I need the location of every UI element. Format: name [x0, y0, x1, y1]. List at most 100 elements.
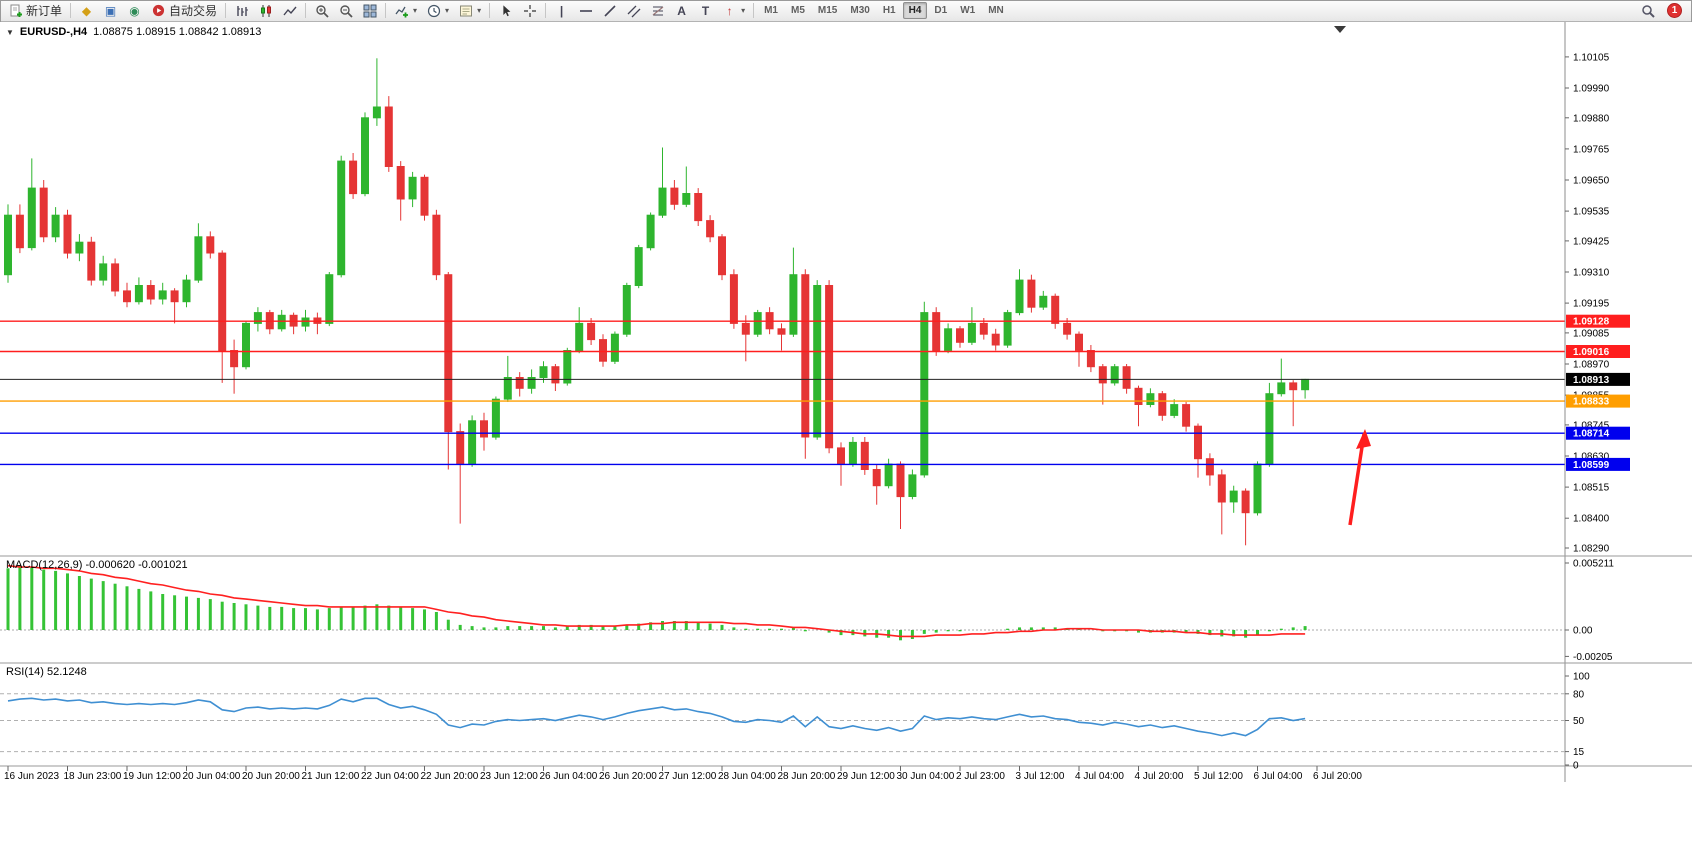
price-level-tag-text: 1.08913: [1573, 375, 1610, 386]
periods-button[interactable]: ▾: [422, 1, 453, 20]
candle-body: [801, 274, 810, 438]
candle-body: [694, 193, 703, 222]
candle-body: [884, 463, 893, 487]
candle-body: [575, 322, 584, 351]
autotrading-label: 自动交易: [169, 4, 218, 18]
timeframe-button-W1[interactable]: W1: [954, 2, 981, 19]
price-level-tag-text: 1.09016: [1573, 347, 1610, 358]
candle-body: [301, 317, 310, 327]
candle-body: [932, 312, 941, 352]
price-level-tag-text: 1.09128: [1573, 317, 1610, 328]
time-axis-label: 21 Jun 12:00: [302, 771, 360, 782]
candle-body: [956, 328, 964, 343]
candle-body: [230, 350, 239, 368]
toolbar-separator: [385, 3, 387, 18]
price-tick-label: 1.08290: [1573, 544, 1610, 555]
crosshair-button[interactable]: [518, 1, 541, 20]
timeframe-button-H1[interactable]: H1: [877, 2, 902, 19]
trendline-icon: [602, 3, 617, 18]
candle-body: [480, 420, 488, 438]
toolbar-separator: [305, 3, 307, 18]
annotation-arrow-head: [1356, 429, 1371, 449]
templates-button[interactable]: ▾: [454, 1, 485, 20]
candle-body: [551, 366, 560, 384]
candle-body: [1051, 295, 1060, 324]
arrows-button[interactable]: ↑ ▾: [718, 1, 749, 20]
candle-body: [27, 187, 36, 249]
price-tick-label: 1.08970: [1573, 360, 1610, 371]
text-label-button[interactable]: T: [694, 1, 717, 20]
candle-body: [908, 474, 917, 497]
autotrading-button[interactable]: 自动交易: [147, 1, 221, 20]
search-icon: [1640, 3, 1655, 18]
vertical-line-button[interactable]: |: [550, 1, 573, 20]
time-axis-label: 26 Jun 04:00: [540, 771, 598, 782]
time-axis-label: 26 Jun 20:00: [599, 771, 657, 782]
rsi-scale-label: 50: [1573, 716, 1585, 727]
candlestick-chart-button[interactable]: [254, 1, 277, 20]
navigator-button[interactable]: ◉: [123, 1, 146, 20]
new-order-button[interactable]: 新订单: [4, 1, 66, 20]
price-tick-label: 1.08630: [1573, 452, 1610, 463]
candle-body: [706, 220, 715, 238]
time-axis-label: 4 Jul 20:00: [1135, 771, 1184, 782]
cursor-button[interactable]: [494, 1, 517, 20]
macd-scale-label: 0.005211: [1573, 559, 1614, 570]
search-button[interactable]: [1636, 1, 1659, 20]
channel-button[interactable]: [622, 1, 645, 20]
price-tick-label: 1.09880: [1573, 113, 1610, 124]
price-level-tag-text: 1.08599: [1573, 460, 1610, 471]
candle-body: [789, 274, 798, 335]
candle-body: [325, 274, 334, 324]
price-level-tag: [1566, 426, 1630, 440]
data-window-button[interactable]: ▣: [99, 1, 122, 20]
chart-shift-marker[interactable]: [1334, 26, 1346, 33]
rsi-scale-label: 0: [1573, 761, 1579, 772]
time-axis-label: 28 Jun 04:00: [718, 771, 776, 782]
toolbar-separator: [225, 3, 227, 18]
candle-body: [123, 290, 131, 303]
rsi-scale-label: 80: [1573, 689, 1585, 700]
toolbar-separator: [489, 3, 491, 18]
candle-body: [1229, 490, 1238, 503]
channel-icon: [626, 3, 641, 18]
candle-body: [51, 214, 60, 238]
timeframe-button-M30[interactable]: M30: [844, 2, 875, 19]
timeframe-button-H4[interactable]: H4: [902, 2, 928, 19]
crosshair-icon: [522, 3, 537, 18]
timeframe-button-M5[interactable]: M5: [785, 2, 811, 19]
template-icon: [458, 3, 473, 18]
notification-badge[interactable]: 1: [1667, 3, 1682, 18]
chart-canvas[interactable]: 1.10105 1.09990 1.09880 1.09765 1.09650 1.095…: [0, 22, 1692, 847]
line-chart-button[interactable]: [278, 1, 301, 20]
timeframe-button-M1[interactable]: M1: [758, 2, 784, 19]
candle-body: [1039, 295, 1048, 308]
zoom-out-button[interactable]: [334, 1, 357, 20]
indicators-button[interactable]: ▾: [390, 1, 421, 20]
text-button[interactable]: A: [670, 1, 693, 20]
new-order-icon: [8, 3, 23, 18]
tile-windows-button[interactable]: [358, 1, 381, 20]
fibonacci-button[interactable]: [646, 1, 669, 20]
horizontal-line-button[interactable]: [574, 1, 597, 20]
time-axis-label: 16 Jun 2023: [4, 771, 59, 782]
time-axis-label: 27 Jun 12:00: [659, 771, 717, 782]
zoom-in-button[interactable]: [310, 1, 333, 20]
candle-body: [158, 290, 167, 300]
bar-chart-button[interactable]: [230, 1, 253, 20]
text-label-icon: T: [701, 3, 710, 18]
price-tick-label: 1.08400: [1573, 514, 1610, 525]
annotation-arrow[interactable]: [1348, 429, 1371, 526]
candle-body: [991, 333, 1000, 346]
candle-body: [408, 176, 417, 200]
market-watch-button[interactable]: ◆: [75, 1, 98, 20]
rsi-scale-label: 15: [1573, 747, 1585, 758]
time-axis-label: 30 Jun 04:00: [897, 771, 955, 782]
trendline-button[interactable]: [598, 1, 621, 20]
timeframe-button-MN[interactable]: MN: [982, 2, 1010, 19]
timeframe-button-D1[interactable]: D1: [928, 2, 953, 19]
candle-body: [1205, 458, 1214, 476]
timeframe-button-M15[interactable]: M15: [812, 2, 843, 19]
candle-body: [1217, 474, 1226, 503]
candle-body: [848, 441, 857, 465]
